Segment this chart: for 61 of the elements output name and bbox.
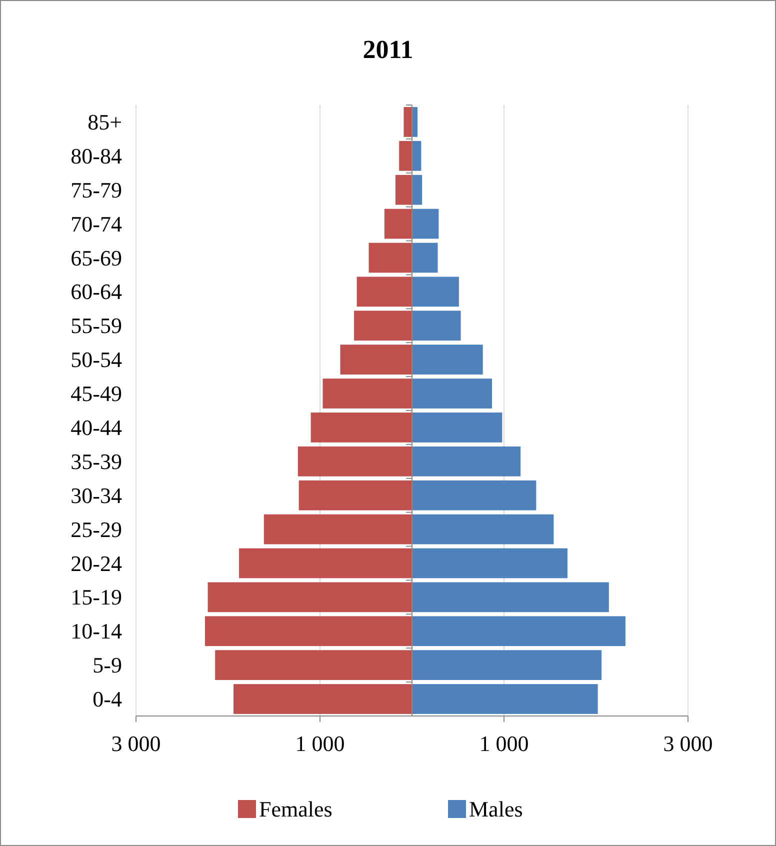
- bar: [412, 140, 422, 171]
- bar: [412, 242, 438, 273]
- y-tick-label: 85+: [88, 109, 122, 134]
- x-tick-label: 1 000: [295, 731, 345, 756]
- bar: [412, 446, 521, 476]
- bar: [412, 276, 459, 307]
- bar: [412, 378, 492, 408]
- bar: [310, 412, 412, 442]
- bar: [322, 378, 412, 408]
- bar: [395, 174, 412, 205]
- bar: [404, 107, 412, 137]
- bar: [399, 140, 412, 171]
- x-tick-label: 3 000: [111, 731, 161, 756]
- y-tick-label: 60-64: [70, 279, 122, 304]
- bar: [208, 582, 412, 612]
- y-tick-label: 25-29: [70, 516, 122, 542]
- bar: [412, 684, 598, 714]
- y-tick-label: 55-59: [70, 313, 122, 338]
- x-tick-label: 1 000: [479, 731, 529, 756]
- y-tick-label: 65-69: [70, 245, 122, 270]
- bar: [205, 616, 412, 646]
- y-tick-label: 0-4: [92, 686, 122, 712]
- bar: [412, 582, 609, 612]
- bar: [340, 344, 412, 375]
- x-tick-label: 3 000: [663, 731, 713, 756]
- bar: [412, 514, 554, 544]
- bar: [412, 107, 418, 137]
- bar: [384, 208, 412, 239]
- y-tick-label: 40-44: [70, 414, 122, 440]
- bar: [412, 480, 536, 510]
- y-tick-label: 70-74: [70, 211, 122, 236]
- bar: [298, 480, 412, 510]
- bar: [356, 276, 412, 307]
- bar: [215, 650, 412, 680]
- y-tick-label: 75-79: [70, 177, 122, 202]
- y-tick-label: 5-9: [92, 652, 122, 678]
- bar: [412, 412, 502, 442]
- y-tick-label: 20-24: [70, 550, 122, 576]
- bar: [412, 174, 422, 205]
- y-tick-label: 15-19: [70, 584, 122, 610]
- y-tick-label: 50-54: [70, 347, 122, 372]
- bar: [412, 208, 439, 239]
- y-tick-label: 30-34: [70, 482, 122, 508]
- bar: [239, 548, 412, 578]
- legend-label: Males: [469, 796, 523, 822]
- bar: [412, 310, 461, 341]
- bar: [412, 650, 602, 680]
- bar: [234, 684, 412, 714]
- y-tick-label: 35-39: [70, 448, 122, 474]
- bar: [412, 548, 568, 578]
- y-tick-label: 80-84: [70, 143, 122, 168]
- bar: [354, 310, 412, 341]
- bar: [264, 514, 412, 544]
- y-tick-label: 10-14: [70, 618, 122, 644]
- bar: [412, 344, 483, 375]
- bar: [298, 446, 412, 476]
- legend-label: Females: [259, 796, 332, 822]
- chart-title: 2011: [362, 35, 414, 64]
- bar: [368, 242, 412, 273]
- bar: [412, 616, 626, 646]
- y-tick-label: 45-49: [70, 381, 122, 406]
